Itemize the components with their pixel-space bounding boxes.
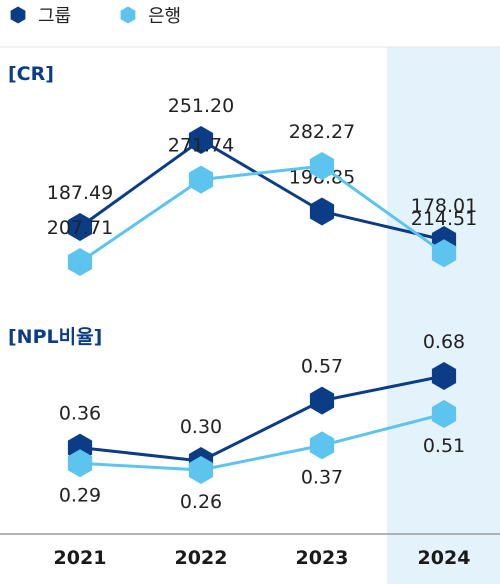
data-label: 214.51 [411, 208, 477, 230]
data-point [188, 126, 214, 154]
data-point [309, 152, 335, 180]
data-label: 251.20 [168, 95, 234, 117]
data-label: 282.27 [289, 121, 355, 143]
data-label: 0.51 [423, 435, 465, 457]
data-label: 0.29 [59, 484, 101, 506]
data-label: 0.57 [301, 356, 343, 378]
legend: 그룹 은행 [10, 6, 181, 27]
x-tick-label: 2022 [175, 547, 228, 569]
data-label: 0.30 [180, 416, 222, 438]
series-2: 0.29 0.26 0.37 0.51 [59, 400, 465, 513]
data-label: 187.49 [47, 182, 113, 204]
data-label: 0.68 [423, 331, 465, 353]
data-point [67, 449, 93, 478]
data-label: 0.26 [180, 491, 222, 513]
data-point [67, 248, 93, 276]
data-point [309, 386, 335, 415]
data-point [188, 165, 214, 194]
data-point [188, 456, 214, 484]
data-label: 271.74 [168, 135, 234, 157]
series-line [79, 412, 445, 472]
data-label: 207.71 [47, 217, 113, 239]
series-line [79, 374, 445, 463]
legend-item-2: 은행 [120, 6, 181, 27]
x-tick-label: 2024 [418, 547, 471, 569]
x-tick-label: 2023 [296, 547, 349, 569]
panel-1: [CR]187.49251.20198.85178.01207.71271.74… [8, 63, 477, 276]
chart-panels: [CR]187.49251.20198.85178.01207.71271.74… [8, 63, 477, 513]
legend-item-1: 그룹 [10, 6, 71, 27]
x-tick-label: 2021 [54, 547, 107, 569]
data-point [431, 362, 457, 390]
legend-label: 그룹 [38, 6, 71, 27]
highlight-band-2024 [387, 47, 500, 584]
section-label: [NPL비율] [8, 326, 102, 348]
data-point [431, 400, 457, 428]
x-axis-ticks: 2021 2022 2023 2024 [54, 547, 471, 569]
legend-label: 은행 [148, 6, 181, 27]
panel-2: [NPL비율] 0.36 0.30 0.57 0.68 0.29 0.26 0.37 0.51 [8, 326, 465, 513]
series-2: 207.71 271.74 282.27 214.51 [47, 121, 477, 276]
data-point [309, 431, 335, 460]
data-label: 0.37 [301, 466, 343, 488]
hexagon-icon [10, 6, 26, 24]
data-point [67, 213, 93, 241]
series-line [79, 164, 445, 264]
hexagon-icon [120, 6, 136, 24]
data-point [309, 197, 335, 226]
data-label: 178.01 [411, 195, 477, 217]
section-label: [CR] [8, 63, 54, 85]
series-line [79, 138, 445, 242]
data-point [431, 239, 457, 268]
data-label: 0.36 [59, 403, 101, 425]
